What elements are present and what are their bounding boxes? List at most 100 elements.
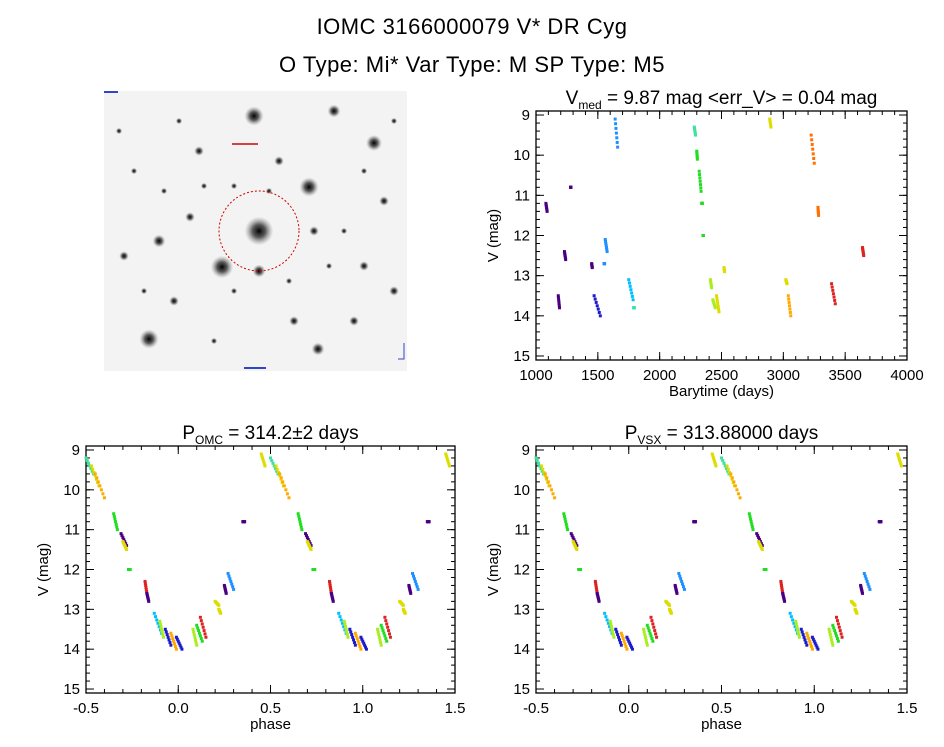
data-point (574, 542, 578, 546)
data-point (304, 532, 308, 536)
data-point (565, 525, 569, 529)
data-point (625, 635, 629, 639)
data-point (626, 637, 630, 641)
data-point (545, 476, 549, 480)
data-point (174, 635, 178, 639)
data-point (160, 630, 164, 634)
data-point (224, 591, 228, 595)
data-point (261, 458, 265, 462)
data-point (800, 630, 804, 634)
data-point (786, 294, 790, 298)
data-point (557, 300, 561, 304)
data-point (806, 634, 810, 638)
data-point (729, 472, 733, 476)
data-point (681, 585, 685, 589)
data-point (681, 582, 685, 586)
data-point (721, 459, 725, 463)
sky-star (115, 127, 123, 135)
data-point (193, 638, 197, 642)
data-point (594, 300, 598, 304)
data-point (813, 641, 817, 645)
data-point (338, 615, 342, 619)
data-point (630, 647, 634, 651)
data-point (153, 615, 157, 619)
data-point (812, 639, 816, 643)
x-tick-label: 1.5 (445, 700, 466, 717)
data-point (287, 496, 291, 500)
data-point (596, 307, 600, 311)
data-point (617, 638, 621, 642)
data-point (161, 633, 165, 637)
data-point (536, 461, 540, 465)
x-axis-label: phase (701, 716, 742, 733)
data-point (613, 117, 617, 121)
data-point (170, 634, 174, 638)
plot-title-main: P (625, 423, 638, 444)
data-point (750, 522, 754, 526)
data-point (779, 581, 783, 585)
data-point (143, 579, 147, 583)
data-point (353, 643, 357, 647)
data-point (630, 291, 634, 295)
data-point (668, 603, 672, 607)
data-point (191, 627, 195, 631)
data-point (564, 522, 568, 526)
data-point (556, 294, 560, 298)
data-point (179, 645, 183, 649)
data-point (628, 641, 632, 645)
data-point (342, 625, 346, 629)
data-point (543, 474, 547, 478)
data-point (614, 126, 618, 130)
data-point (274, 464, 278, 468)
x-tick-label: 0.5 (260, 700, 281, 717)
data-point (628, 284, 632, 288)
data-point (579, 568, 583, 571)
data-point (649, 634, 653, 638)
data-point (344, 627, 348, 631)
data-point (349, 630, 353, 634)
data-point (124, 542, 128, 546)
plot-title-main: P (182, 423, 195, 444)
data-point (99, 488, 103, 492)
data-point (780, 589, 784, 593)
y-tick-label: 10 (63, 482, 80, 499)
data-point (694, 133, 698, 137)
data-point (157, 625, 161, 629)
sky-star (185, 212, 195, 222)
data-point (147, 599, 151, 603)
y-tick-label: 10 (513, 482, 530, 499)
data-point (810, 635, 814, 639)
data-point (540, 464, 544, 468)
data-point (724, 467, 728, 471)
data-point (379, 623, 383, 627)
sky-star (265, 187, 273, 195)
data-point (260, 454, 264, 458)
plot-frame (85, 445, 456, 694)
data-point (711, 454, 715, 458)
data-point (803, 638, 807, 642)
plot-title-main: V (566, 88, 579, 109)
data-point (811, 637, 815, 641)
data-point (816, 647, 820, 651)
data-point (564, 520, 568, 524)
data-point (566, 528, 570, 532)
data-point (735, 488, 739, 492)
x-tick-label: 3500 (828, 367, 861, 384)
data-point (879, 520, 883, 524)
data-point (282, 484, 286, 488)
data-point (152, 611, 156, 615)
data-point (722, 461, 726, 465)
data-point (98, 484, 102, 488)
data-point (612, 635, 616, 639)
data-point (379, 643, 383, 647)
data-point (362, 641, 366, 645)
data-point (810, 142, 814, 146)
data-point (329, 587, 333, 591)
data-point (539, 467, 543, 471)
data-point (275, 469, 279, 473)
data-point (610, 627, 614, 631)
data-point (812, 157, 816, 161)
chart-title-line2: O Type: Mi* Var Type: M SP Type: M5 (279, 52, 665, 77)
data-point (899, 464, 903, 468)
data-point (144, 583, 148, 587)
